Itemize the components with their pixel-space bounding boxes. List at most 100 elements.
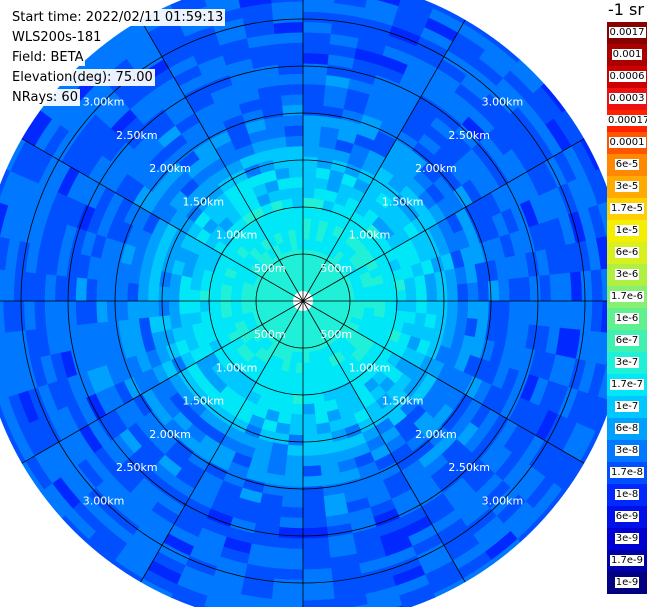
ppi-cell	[285, 135, 304, 148]
ppi-cell	[283, 475, 304, 488]
ppi-cell	[272, 11, 304, 24]
ppi-cell	[0, 236, 11, 271]
ppi-cell	[271, 588, 304, 602]
colorbar-label: 0.0006	[607, 70, 647, 84]
ppi-cell	[294, 372, 304, 385]
ppi-cell	[351, 604, 369, 607]
colorbar-label: 3e-5	[607, 180, 647, 194]
instrument-text: WLS200s-181	[10, 29, 104, 46]
ppi-cell	[415, 300, 428, 315]
ppi-cell	[0, 268, 6, 302]
ppi-cell	[401, 593, 436, 607]
ppi-cell	[374, 292, 387, 302]
ppi-cell	[289, 176, 304, 189]
ppi-cell	[570, 271, 583, 302]
colorbar-label: 1e-6	[607, 312, 647, 326]
ppi-cell	[13, 300, 26, 332]
ppi-cell	[44, 273, 57, 302]
ppi-cell	[539, 274, 552, 302]
azimuth-spoke	[21, 300, 304, 464]
colorbar-label-text: 3e-5	[614, 181, 640, 192]
ppi-cell	[292, 382, 304, 395]
ppi-cell	[302, 0, 335, 4]
ppi-cell	[33, 300, 47, 330]
range-ring-label: 500m	[320, 328, 352, 341]
ppi-cell	[137, 283, 150, 302]
colorbar-label-text: 0.0006	[608, 71, 646, 82]
ppi-cell	[219, 292, 232, 302]
ppi-cell	[405, 300, 418, 314]
colorbar-label: 3e-9	[607, 532, 647, 546]
ppi-cell	[508, 277, 521, 302]
ppi-cell	[528, 300, 542, 327]
ppi-cell	[54, 300, 67, 328]
range-ring-label: 3.00km	[482, 494, 524, 507]
ppi-cell	[188, 288, 201, 302]
colorbar-label-text: 6e-5	[614, 159, 640, 170]
colorbar-label-text: 3e-9	[614, 533, 640, 544]
ppi-cell	[289, 413, 304, 426]
colorbar-label: 0.001	[607, 48, 647, 62]
ppi-cell	[2, 300, 16, 333]
colorbar-label: 3e-8	[607, 444, 647, 458]
ppi-cell	[277, 526, 304, 540]
ppi-cell	[528, 275, 542, 302]
ppi-cell	[405, 288, 418, 302]
ppi-cell	[189, 311, 203, 325]
colorbar-label-text: 6e-6	[614, 247, 640, 258]
colorbar-label: 1.7e-7	[607, 378, 647, 392]
ppi-cell	[302, 207, 314, 220]
range-ring-label: 2.00km	[415, 162, 457, 175]
ppi-cell	[294, 217, 304, 230]
ppi-cell	[170, 0, 194, 9]
ppi-cell	[273, 568, 304, 581]
colorbar-title: -1 sr	[608, 0, 644, 19]
ppi-cell	[384, 290, 397, 302]
ppi-cell	[75, 300, 88, 326]
ppi-cell	[0, 202, 9, 237]
ppi-cell	[204, 0, 230, 7]
ppi-cell	[286, 145, 304, 158]
colorbar-label: 6e-8	[607, 422, 647, 436]
ppi-cell	[302, 403, 316, 416]
ppi-cell	[374, 300, 387, 310]
ppi-cell	[209, 300, 222, 312]
ppi-cell	[456, 300, 469, 319]
ppi-cell	[302, 537, 330, 550]
ppi-cell	[283, 114, 304, 127]
ppi-cell	[157, 300, 170, 317]
ppi-cell	[498, 279, 511, 302]
ppi-cell	[277, 62, 304, 76]
ppi-cell	[302, 598, 336, 607]
colorbar-label: 0.00017	[607, 114, 647, 128]
ppi-cell	[302, 83, 327, 96]
field-text: Field: BETA	[10, 49, 86, 66]
ppi-cell	[302, 93, 325, 106]
ppi-cell	[23, 300, 36, 331]
ppi-cell	[302, 516, 328, 529]
ppi-cell	[467, 300, 480, 320]
range-ring-label: 2.50km	[448, 461, 490, 474]
ppi-cell	[403, 277, 417, 291]
ppi-cell	[168, 300, 180, 316]
colorbar-label: 1e-8	[607, 488, 647, 502]
colorbar-label-text: 1e-9	[614, 577, 640, 588]
ppi-cell	[298, 259, 304, 271]
ppi-cell	[0, 331, 11, 366]
ppi-cell	[508, 300, 521, 325]
range-ring-label: 2.00km	[415, 428, 457, 441]
ppi-cell	[302, 217, 312, 230]
ppi-cell	[333, 0, 368, 9]
ppi-cell	[302, 382, 314, 395]
ppi-cell	[137, 300, 150, 319]
ppi-cell	[85, 300, 98, 325]
ppi-cell	[287, 434, 304, 447]
ppi-cell	[23, 271, 36, 302]
range-ring-label: 1.50km	[183, 395, 225, 408]
ppi-cell	[354, 294, 366, 302]
ppi-cell	[237, 604, 255, 607]
nrays-text: NRays: 60	[10, 89, 80, 106]
ppi-cell	[302, 11, 334, 24]
range-ring-label: 1.50km	[183, 195, 225, 208]
ppi-cell	[590, 269, 604, 302]
